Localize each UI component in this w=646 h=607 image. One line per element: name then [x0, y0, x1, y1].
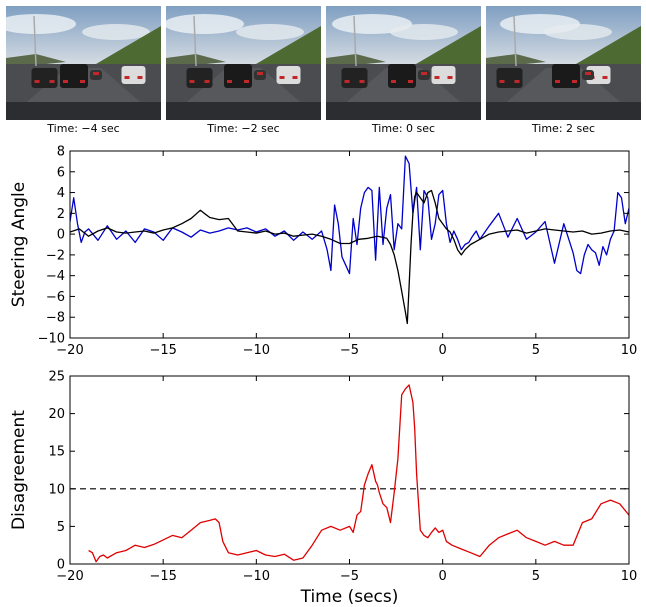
- x-tick-label: −10: [243, 569, 270, 584]
- plot-frame: [69, 150, 630, 339]
- x-tick-label: −20: [56, 343, 83, 358]
- frame-caption: Time: −2 sec: [207, 122, 280, 135]
- y-tick-label: −6: [46, 290, 65, 305]
- x-tick-label: 0: [439, 569, 447, 584]
- y-tick-label: 2: [57, 207, 65, 222]
- x-tick-label: −15: [149, 569, 176, 584]
- x-tick-label: −10: [243, 343, 270, 358]
- plot-frame: [69, 375, 630, 565]
- frame-caption: Time: 2 sec: [531, 122, 596, 135]
- series-line: [70, 155, 629, 275]
- x-tick-label: 10: [621, 343, 638, 358]
- x-tick-label: 0: [439, 343, 447, 358]
- y-tick-label: 0: [57, 228, 65, 243]
- y-axis-label: Disagreement: [9, 410, 29, 530]
- y-tick-label: −4: [46, 269, 65, 284]
- y-tick-label: 15: [48, 445, 65, 460]
- camera-frame: [326, 6, 481, 120]
- series-line: [70, 189, 629, 325]
- x-tick-label: 5: [532, 343, 540, 358]
- y-tick-label: −8: [46, 311, 65, 326]
- y-tick-label: −10: [38, 332, 65, 347]
- x-tick-label: −20: [56, 569, 83, 584]
- steering-chart: −20 −15 −10 −5 0 5 10−10−8−6−4−202468Steering …: [9, 145, 637, 359]
- y-tick-label: 8: [57, 145, 65, 160]
- disagreement-chart: −20 −15 −10 −5 0 5 10 0 5 10 15 20 25 Disagreement Tim…: [9, 370, 637, 607]
- x-tick-label: −15: [149, 343, 176, 358]
- y-tick-label: 25: [48, 370, 65, 385]
- x-tick-label: 5: [532, 569, 540, 584]
- y-tick-label: −2: [46, 248, 65, 263]
- camera-frame: [6, 6, 161, 120]
- camera-frames: Time: −4 sec Time: −2 sec Time: 0 sec Ti…: [0, 0, 646, 140]
- charts: −20 −15 −10 −5 0 5 10−10−8−6−4−202468Steering …: [9, 145, 637, 607]
- y-tick-label: 5: [57, 520, 65, 535]
- y-tick-label: 4: [57, 186, 65, 201]
- series-line: [88, 384, 629, 563]
- camera-frame: [486, 6, 641, 120]
- x-axis-label: Time (secs): [300, 587, 399, 607]
- x-tick-label: −5: [340, 569, 359, 584]
- camera-frame: [166, 6, 321, 120]
- y-tick-label: 6: [57, 165, 65, 180]
- frame-caption: Time: 0 sec: [371, 122, 436, 135]
- x-tick-label: −5: [340, 343, 359, 358]
- y-tick-label: 20: [48, 407, 65, 422]
- frame-caption: Time: −4 sec: [47, 122, 120, 135]
- x-tick-label: 10: [621, 569, 638, 584]
- y-axis-label: Steering Angle: [9, 182, 29, 307]
- y-tick-label: 10: [48, 482, 65, 497]
- y-tick-label: 0: [57, 558, 65, 573]
